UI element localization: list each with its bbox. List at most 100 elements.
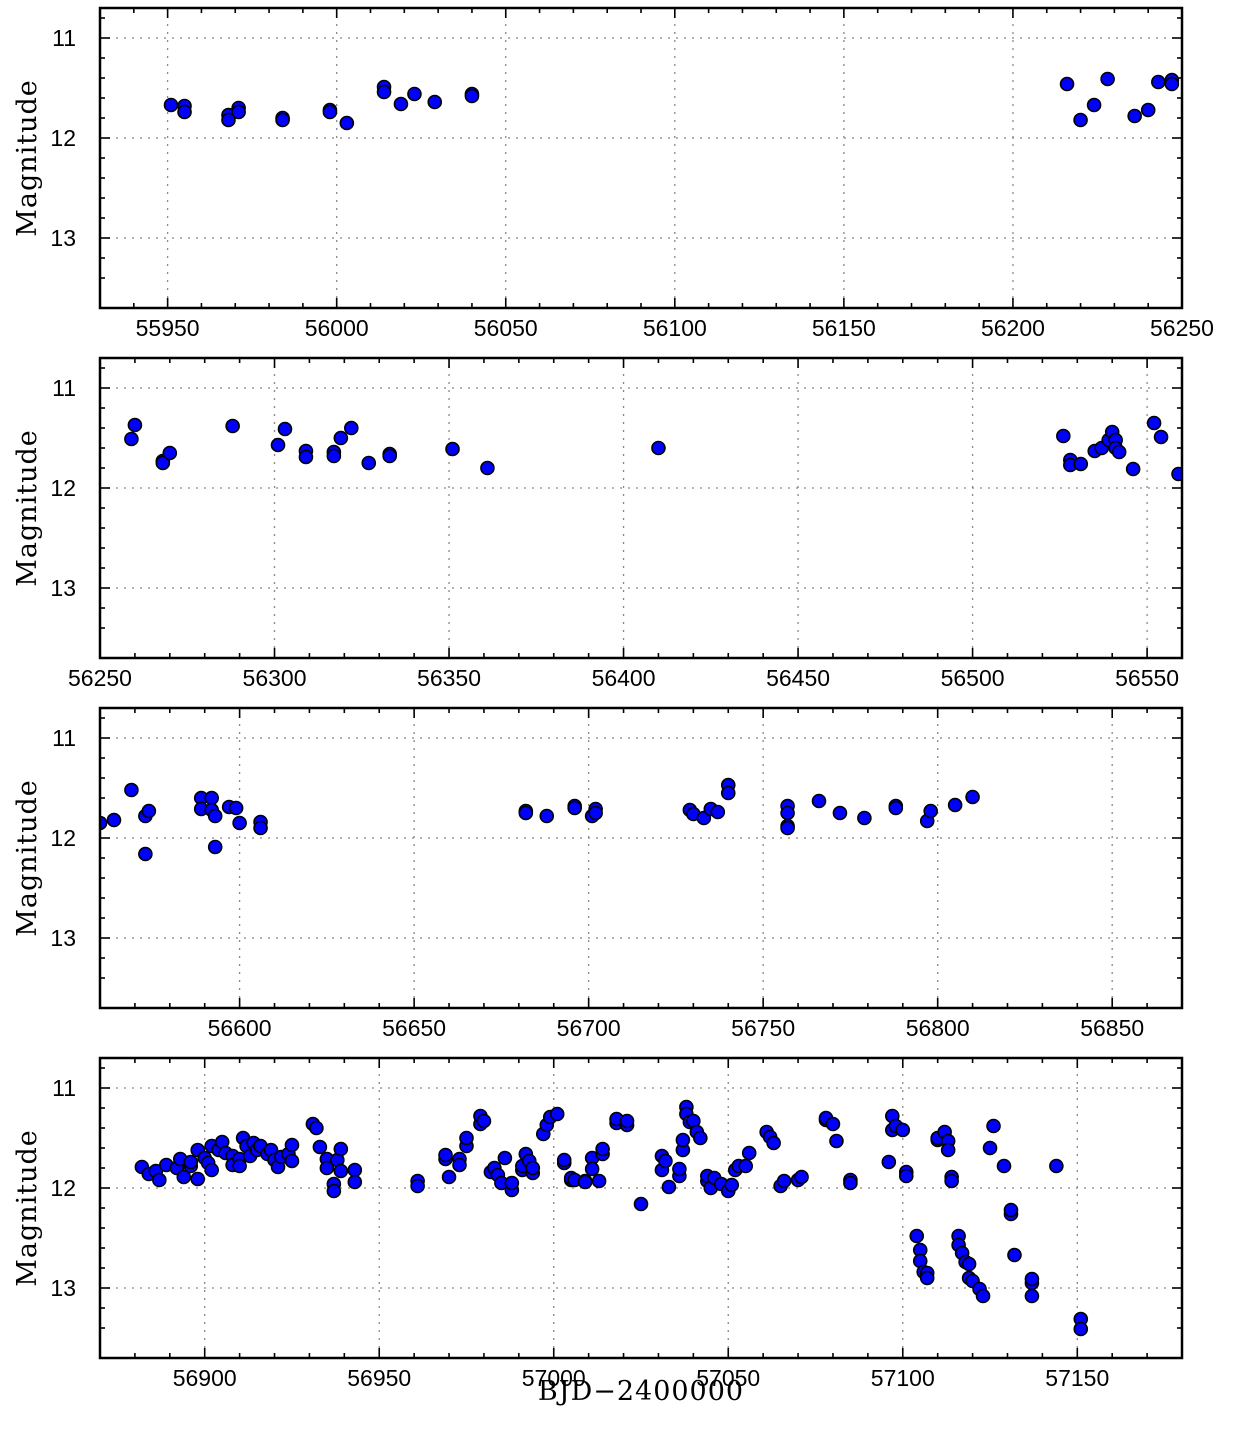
- data-point: [1164, 76, 1180, 92]
- x-tick-label: 56900: [173, 1365, 237, 1391]
- y-tick-label: 11: [52, 725, 76, 751]
- data-point: [228, 800, 244, 816]
- y-tick-label: 11: [52, 25, 76, 51]
- data-point: [441, 1169, 457, 1185]
- data-point: [923, 803, 938, 819]
- data-point: [986, 1118, 1001, 1134]
- x-tick-label: 56050: [474, 315, 538, 341]
- data-point: [333, 1163, 349, 1179]
- data-point: [204, 1162, 219, 1178]
- data-point: [720, 785, 736, 801]
- y-tick-label: 11: [52, 375, 76, 401]
- x-tick-label: 57150: [1045, 1365, 1109, 1391]
- data-point: [344, 420, 359, 436]
- data-point: [270, 437, 286, 453]
- data-point: [1024, 1288, 1040, 1304]
- data-point: [832, 805, 848, 821]
- data-point: [1127, 108, 1142, 124]
- data-point: [1049, 1158, 1064, 1174]
- y-tick-label: 13: [50, 225, 76, 251]
- data-point: [427, 94, 443, 110]
- data-point: [843, 1175, 858, 1191]
- data-point: [539, 808, 555, 824]
- x-tick-label: 56650: [382, 1015, 446, 1041]
- x-tick-label: 55950: [136, 315, 200, 341]
- data-point: [124, 431, 139, 447]
- data-point: [497, 1150, 513, 1166]
- data-point: [675, 1132, 691, 1148]
- data-point: [232, 815, 247, 831]
- data-point: [1151, 74, 1166, 90]
- data-point: [940, 1142, 956, 1158]
- data-point: [312, 1139, 328, 1155]
- x-tick-label: 57000: [522, 1365, 586, 1391]
- data-point: [152, 1172, 167, 1188]
- x-tick-label: 56300: [243, 665, 307, 691]
- data-points: [134, 1099, 1089, 1337]
- x-tick-label: 56750: [731, 1015, 795, 1041]
- data-point: [549, 1106, 565, 1122]
- data-point: [106, 812, 122, 828]
- data-point: [556, 1152, 572, 1168]
- data-point: [459, 1130, 474, 1146]
- x-tick-label: 57050: [696, 1365, 760, 1391]
- x-tick-label: 56850: [1080, 1015, 1144, 1041]
- data-point: [857, 810, 872, 826]
- plot-frame: [98, 6, 1184, 310]
- panel-3: 56600 56650 56700 56750 56800 56850 11 12 13 Magn…: [12, 706, 1184, 1041]
- x-tick-label: 56250: [68, 665, 132, 691]
- data-point: [1056, 428, 1071, 444]
- data-point: [284, 1137, 300, 1153]
- data-point: [298, 449, 314, 465]
- y-tick-label: 11: [52, 1075, 76, 1101]
- y-axis-title: Magnitude: [12, 79, 43, 237]
- y-tick-label: 13: [50, 575, 76, 601]
- x-tick-label: 56700: [557, 1015, 621, 1041]
- data-point: [881, 1154, 897, 1170]
- data-point: [221, 112, 236, 128]
- y-tick-label: 12: [50, 475, 76, 501]
- data-point: [584, 1161, 600, 1177]
- data-point: [567, 800, 582, 816]
- data-point: [138, 846, 153, 862]
- data-point: [888, 800, 904, 816]
- data-point: [811, 793, 827, 809]
- y-axis-title: Magnitude: [12, 429, 43, 587]
- data-point: [1007, 1247, 1022, 1263]
- data-point: [741, 1145, 757, 1161]
- data-point: [693, 1130, 708, 1146]
- data-point: [591, 1173, 607, 1189]
- data-point: [319, 1160, 335, 1176]
- data-point: [738, 1158, 754, 1174]
- x-axis-title: BJD−2400000: [538, 1376, 744, 1407]
- data-point: [1171, 466, 1182, 482]
- data-point: [162, 445, 178, 461]
- data-point: [1100, 71, 1115, 87]
- y-tick-label: 13: [50, 925, 76, 951]
- data-point: [464, 88, 480, 104]
- data-point: [376, 84, 392, 100]
- data-point: [794, 1169, 809, 1185]
- data-point: [965, 789, 980, 805]
- data-point: [445, 441, 460, 457]
- panel-1: 55950 56000 56050 56100 56150 56200 56250 11 12 1…: [12, 6, 1214, 341]
- x-tick-label: 56500: [941, 665, 1005, 691]
- data-point: [898, 1168, 914, 1184]
- data-point: [1086, 97, 1102, 113]
- data-point: [225, 418, 240, 434]
- data-point: [525, 1160, 541, 1176]
- data-point: [275, 112, 290, 128]
- y-tick-label: 12: [50, 1175, 76, 1201]
- data-point: [829, 1133, 844, 1149]
- data-point: [100, 815, 108, 831]
- data-point: [326, 448, 342, 464]
- data-point: [766, 1135, 781, 1151]
- panel-2: 56250 56300 56350 56400 56450 56500 56550 11 12 1…: [12, 356, 1184, 691]
- data-point: [658, 1153, 673, 1169]
- data-point: [253, 820, 268, 836]
- x-tick-label: 56100: [643, 315, 707, 341]
- data-point: [127, 417, 143, 433]
- data-point: [982, 1140, 998, 1156]
- data-point: [895, 1122, 911, 1138]
